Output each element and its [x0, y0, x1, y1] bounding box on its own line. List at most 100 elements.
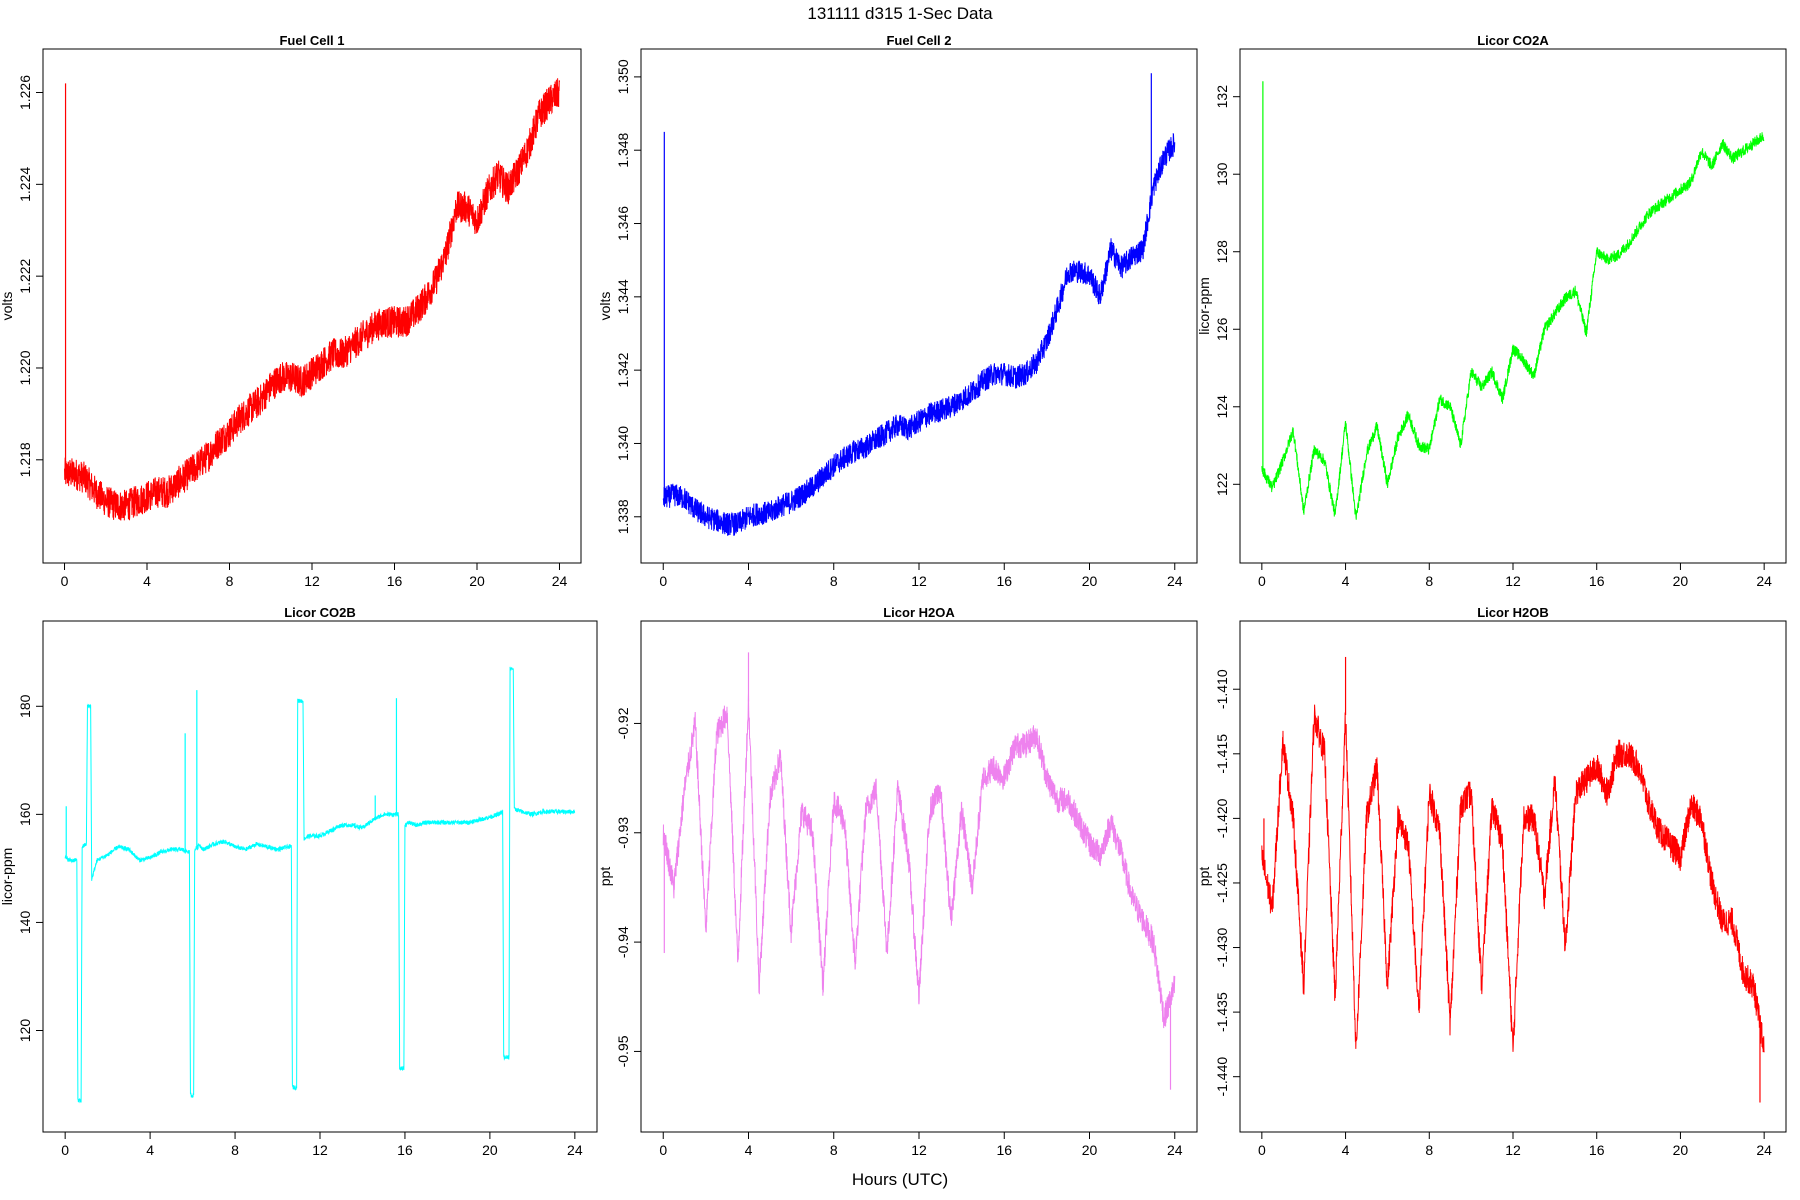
- x-tick-label: 12: [911, 1142, 927, 1158]
- y-tick-label: 120: [17, 1019, 33, 1043]
- y-tick-label: 140: [17, 911, 33, 935]
- x-tick-label: 12: [304, 573, 320, 589]
- chart-panels: Fuel Cell 10 4 8 12 16 20 241.2181.2201.2221.2…: [0, 33, 1787, 1158]
- x-tick-label: 24: [1756, 1142, 1772, 1158]
- x-tick-label: 0: [1258, 1142, 1266, 1158]
- y-tick-label: 1.224: [17, 167, 33, 202]
- plot-frame: [42, 48, 582, 564]
- chart-panel-3: Licor CO2A 0 4 8 12 16 20 24 122 124 126 128 130 132 l…: [1196, 33, 1787, 589]
- figure-xlabel: Hours (UTC): [852, 1170, 948, 1189]
- y-tick-label: 1.340: [615, 426, 631, 461]
- y-tick-label: -0.93: [615, 817, 631, 849]
- panel-title: Fuel Cell 2: [886, 33, 951, 48]
- y-tick-label: 180: [17, 694, 33, 718]
- chart-panel-1: Fuel Cell 10 4 8 12 16 20 241.2181.2201.2221.2…: [0, 33, 582, 589]
- plot-frame: [1239, 48, 1787, 564]
- x-tick-label: 20: [1673, 573, 1689, 589]
- plot-frame: [640, 48, 1198, 564]
- y-tick-label: -0.95: [615, 1035, 631, 1067]
- x-tick-label: 16: [397, 1142, 413, 1158]
- y-tick-label: -1.435: [1214, 992, 1230, 1032]
- series-line: [1261, 132, 1765, 520]
- y-tick-label: 1.220: [17, 350, 33, 385]
- x-tick-label: 24: [567, 1142, 583, 1158]
- y-tick-label: -0.94: [615, 926, 631, 958]
- y-axis: 122 124 126 128 130 132: [1214, 85, 1240, 496]
- y-axis: 1.218 1.220 1.222 1.224 1.226: [17, 75, 43, 477]
- y-tick-label: -1.440: [1214, 1057, 1230, 1097]
- plot-frame: [1239, 620, 1787, 1133]
- y-tick-label: -0.92: [615, 707, 631, 739]
- x-tick-label: 20: [469, 573, 485, 589]
- x-tick-label: 12: [312, 1142, 328, 1158]
- series-line: [64, 78, 560, 521]
- x-tick-label: 16: [387, 573, 403, 589]
- panel-title: Licor H2OA: [883, 605, 955, 620]
- x-axis: 0 4 8 12 16 20 24: [659, 562, 1183, 589]
- y-axis-label: ppt: [1196, 867, 1212, 887]
- x-tick-label: 4: [745, 1142, 753, 1158]
- y-axis: -0.95 -0.94 -0.93 -0.92: [615, 707, 641, 1067]
- y-axis: 120 140 160 180: [17, 694, 43, 1042]
- y-axis: 1.338 1.340 1.342 1.344 1.346 1.348 1.350: [615, 59, 641, 534]
- y-tick-label: 1.218: [17, 442, 33, 477]
- x-tick-label: 8: [1425, 573, 1433, 589]
- y-tick-label: -1.430: [1214, 927, 1230, 967]
- x-tick-label: 0: [61, 573, 69, 589]
- x-tick-label: 8: [830, 1142, 838, 1158]
- x-tick-label: 8: [830, 573, 838, 589]
- x-tick-label: 4: [1342, 573, 1350, 589]
- x-axis: 0 4 8 12 16 20 24: [61, 1131, 583, 1158]
- panel-title: Licor CO2B: [284, 605, 356, 620]
- y-tick-label: -1.415: [1214, 734, 1230, 774]
- x-tick-label: 8: [231, 1142, 239, 1158]
- y-axis-label: volts: [0, 292, 15, 321]
- x-tick-label: 16: [1589, 1142, 1605, 1158]
- y-axis-label: licor-ppm: [1196, 277, 1212, 335]
- series-line: [662, 693, 1176, 1029]
- x-tick-label: 12: [1505, 1142, 1521, 1158]
- x-tick-label: 0: [61, 1142, 69, 1158]
- x-tick-label: 4: [143, 573, 151, 589]
- y-tick-label: 1.342: [615, 352, 631, 387]
- chart-panel-4: Licor CO2B 0 4 8 12 16 20 24 120 140 160 180 licor-p…: [0, 605, 598, 1158]
- y-tick-label: 1.346: [615, 206, 631, 241]
- x-tick-label: 24: [552, 573, 568, 589]
- y-tick-label: 128: [1214, 240, 1230, 264]
- series-line: [662, 133, 1176, 536]
- y-axis-label: volts: [597, 292, 613, 321]
- x-tick-label: 16: [1589, 573, 1605, 589]
- x-tick-label: 12: [911, 573, 927, 589]
- y-axis-label: licor-ppm: [0, 848, 15, 906]
- y-axis: -1.440 -1.435 -1.430 -1.425 -1.420 -1.415 -1.4…: [1214, 669, 1240, 1097]
- y-tick-label: 132: [1214, 85, 1230, 109]
- x-tick-label: 16: [996, 573, 1012, 589]
- y-tick-label: 1.222: [17, 258, 33, 293]
- y-tick-label: 1.350: [615, 59, 631, 94]
- x-tick-label: 8: [226, 573, 234, 589]
- x-tick-label: 4: [146, 1142, 154, 1158]
- y-tick-label: 1.348: [615, 132, 631, 167]
- y-tick-label: -1.410: [1214, 669, 1230, 709]
- y-tick-label: 1.338: [615, 499, 631, 534]
- x-tick-label: 16: [996, 1142, 1012, 1158]
- series-line: [64, 666, 576, 1104]
- x-tick-label: 24: [1756, 573, 1772, 589]
- panel-title: Licor CO2A: [1477, 33, 1549, 48]
- x-axis: 0 4 8 12 16 20 24: [1258, 1131, 1772, 1158]
- y-tick-label: 126: [1214, 317, 1230, 341]
- x-tick-label: 12: [1505, 573, 1521, 589]
- x-tick-label: 20: [482, 1142, 498, 1158]
- y-axis-label: ppt: [597, 867, 613, 887]
- y-tick-label: 1.226: [17, 75, 33, 110]
- x-tick-label: 4: [745, 573, 753, 589]
- panel-title: Fuel Cell 1: [279, 33, 344, 48]
- y-tick-label: -1.425: [1214, 863, 1230, 903]
- x-tick-label: 0: [659, 573, 667, 589]
- x-axis: 0 4 8 12 16 20 24: [1258, 562, 1772, 589]
- y-tick-label: 122: [1214, 472, 1230, 496]
- x-tick-label: 4: [1342, 1142, 1350, 1158]
- x-tick-label: 0: [1258, 573, 1266, 589]
- y-tick-label: 1.344: [615, 279, 631, 314]
